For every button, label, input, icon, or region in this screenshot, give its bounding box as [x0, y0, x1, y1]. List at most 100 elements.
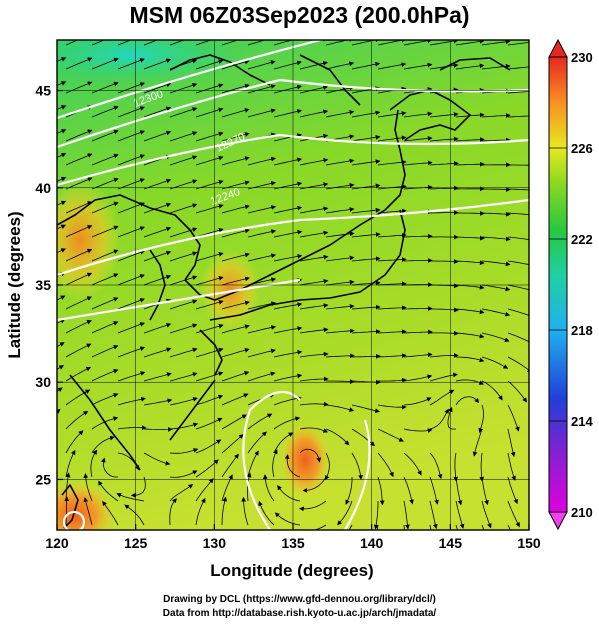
streamline [507, 524, 511, 530]
streamline [455, 235, 485, 241]
streamline [221, 434, 244, 454]
streamline [299, 279, 329, 286]
streamline [169, 275, 198, 286]
streamline [117, 298, 145, 310]
streamline [130, 476, 146, 498]
streamline [65, 430, 84, 454]
streamline [351, 280, 381, 286]
streamline [221, 414, 247, 430]
streamline [117, 346, 146, 358]
x-tick-label: 140 [360, 535, 384, 551]
streamline [455, 396, 480, 406]
streamline [325, 255, 355, 262]
streamline [351, 329, 381, 334]
streamline [247, 325, 277, 334]
streamline [169, 323, 198, 334]
streamline [116, 493, 145, 502]
streamline [299, 351, 329, 358]
streamline [325, 353, 355, 359]
streamline [351, 428, 375, 447]
streamline [429, 408, 449, 430]
streamline [403, 306, 433, 311]
streamline [455, 500, 465, 529]
x-tick-label: 145 [439, 535, 463, 551]
streamline [91, 249, 119, 262]
streamline [83, 473, 93, 502]
streamline [65, 153, 93, 166]
streamline [481, 356, 509, 369]
streamline [65, 410, 89, 430]
streamline [377, 476, 385, 506]
streamline [273, 229, 303, 238]
streamline [195, 131, 224, 142]
streamline [57, 224, 67, 230]
y-tick-label: 25 [35, 471, 51, 487]
streamline [325, 61, 355, 70]
streamline [507, 404, 520, 432]
streamline [403, 62, 433, 70]
streamline [91, 435, 115, 454]
x-tick-label: 125 [124, 535, 148, 551]
y-tick-label: 30 [35, 374, 51, 390]
streamline [195, 107, 224, 118]
colorbar-bottom-triangle [548, 511, 568, 531]
streamline [91, 393, 119, 406]
streamline [456, 211, 485, 216]
streamline [91, 345, 119, 358]
colorbar-tick-label: 222 [571, 232, 593, 247]
streamline [345, 477, 353, 505]
streamline [91, 225, 119, 238]
streamline [299, 303, 329, 310]
streamline [403, 233, 433, 239]
coast-ryukyu [169, 379, 216, 441]
streamline [117, 202, 145, 214]
streamline [348, 524, 353, 530]
streamline [40, 498, 47, 525]
streamline [534, 477, 547, 502]
streamline [507, 66, 529, 70]
credit-drawing: Drawing by DCL (https://www.gfd-dennou.o… [163, 594, 436, 605]
colorbar: 230 226 222 218 214 210 [548, 38, 593, 531]
streamline [273, 326, 303, 334]
streamline [247, 413, 273, 430]
streamline [403, 397, 432, 406]
streamline [325, 85, 355, 94]
x-axis: 120 125 130 135 140 145 150 [45, 524, 541, 551]
streamline [299, 254, 329, 262]
streamline [98, 480, 119, 502]
streamline [455, 260, 485, 266]
streamline [453, 452, 459, 482]
streamline [299, 500, 327, 512]
streamline [377, 232, 407, 238]
streamline [195, 478, 214, 502]
streamline [195, 439, 222, 454]
streamline [221, 252, 250, 262]
streamline [221, 496, 228, 526]
streamline [273, 133, 303, 142]
contour-line-6 [242, 390, 301, 530]
streamline [481, 476, 489, 506]
streamline [57, 200, 67, 206]
streamline [195, 251, 224, 262]
streamline [221, 204, 250, 214]
contour-line-7 [344, 419, 371, 530]
streamline [57, 342, 65, 348]
streamline [65, 320, 92, 334]
streamline [169, 131, 198, 142]
streamline [169, 347, 198, 358]
streamline [325, 328, 355, 334]
streamline [247, 108, 276, 118]
streamline [91, 297, 119, 310]
colorbar-tick-label: 230 [571, 50, 593, 65]
streamline [403, 428, 433, 433]
streamline [481, 500, 492, 529]
streamline [117, 250, 145, 262]
streamline [351, 207, 381, 214]
streamline [195, 347, 224, 358]
streamline [117, 274, 145, 286]
streamline [143, 178, 172, 190]
colorbar-tick-label: 218 [571, 323, 593, 338]
streamline [534, 429, 548, 454]
streamline [403, 476, 414, 505]
streamline [507, 115, 529, 118]
